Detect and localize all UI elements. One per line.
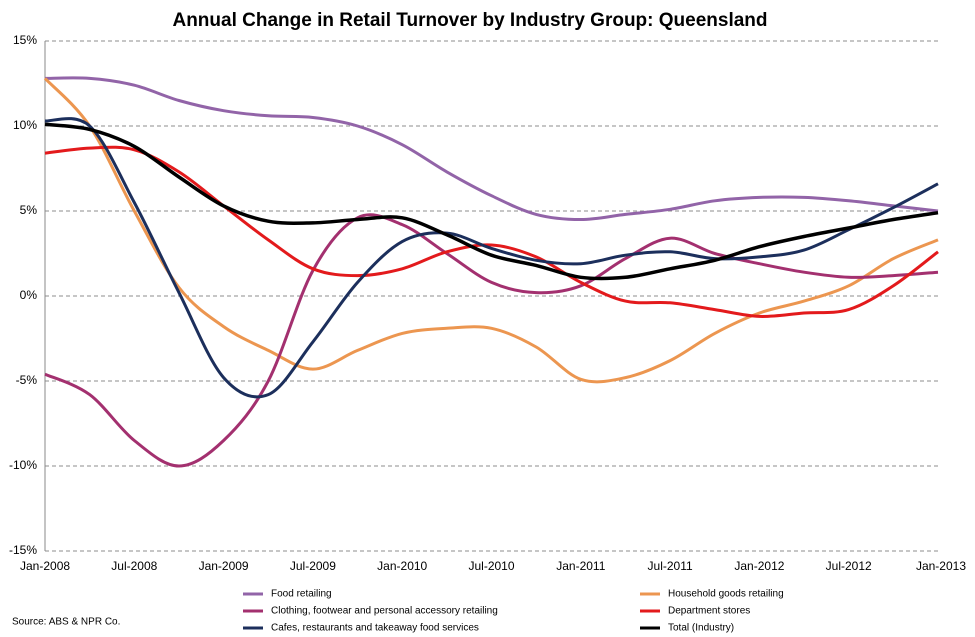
chart-title: Annual Change in Retail Turnover by Indu… [172, 10, 767, 31]
legend-label: Department stores [668, 606, 750, 617]
x-tick-label: Jul-2011 [648, 559, 693, 573]
x-tick-label: Jul-2008 [111, 559, 157, 573]
legend-label: Total (Industry) [668, 623, 734, 634]
series-line [44, 117, 939, 399]
x-tick-label: Jan-2011 [556, 559, 605, 573]
y-tick-label: 5% [20, 203, 38, 217]
series-line [43, 77, 939, 384]
x-tick-label: Jul-2012 [826, 559, 872, 573]
series-line [44, 213, 939, 468]
legend-label: Food retailing [271, 589, 332, 600]
x-tick-label: Jan-2012 [734, 559, 784, 573]
y-tick-label: -15% [9, 543, 37, 557]
y-tick-label: -5% [16, 373, 38, 387]
y-tick-label: 10% [13, 118, 37, 132]
series-line [44, 145, 939, 318]
series-line [44, 122, 939, 281]
y-tick-label: -10% [9, 458, 37, 472]
x-tick-label: Jan-2009 [199, 559, 249, 573]
x-tick-label: Jan-2013 [916, 559, 966, 573]
legend-label: Cafes, restaurants and takeaway food ser… [271, 623, 479, 634]
x-tick-label: Jul-2010 [468, 559, 514, 573]
x-tick-label: Jul-2009 [290, 559, 336, 573]
series-line [44, 76, 939, 221]
y-tick-label: 15% [13, 33, 37, 47]
x-tick-label: Jan-2008 [20, 559, 70, 573]
source-note: Source: ABS & NPR Co. [12, 617, 120, 628]
y-tick-label: 0% [20, 288, 38, 302]
x-tick-label: Jan-2010 [377, 559, 427, 573]
legend-label: Clothing, footwear and personal accessor… [271, 606, 498, 617]
legend-label: Household goods retailing [668, 589, 784, 600]
